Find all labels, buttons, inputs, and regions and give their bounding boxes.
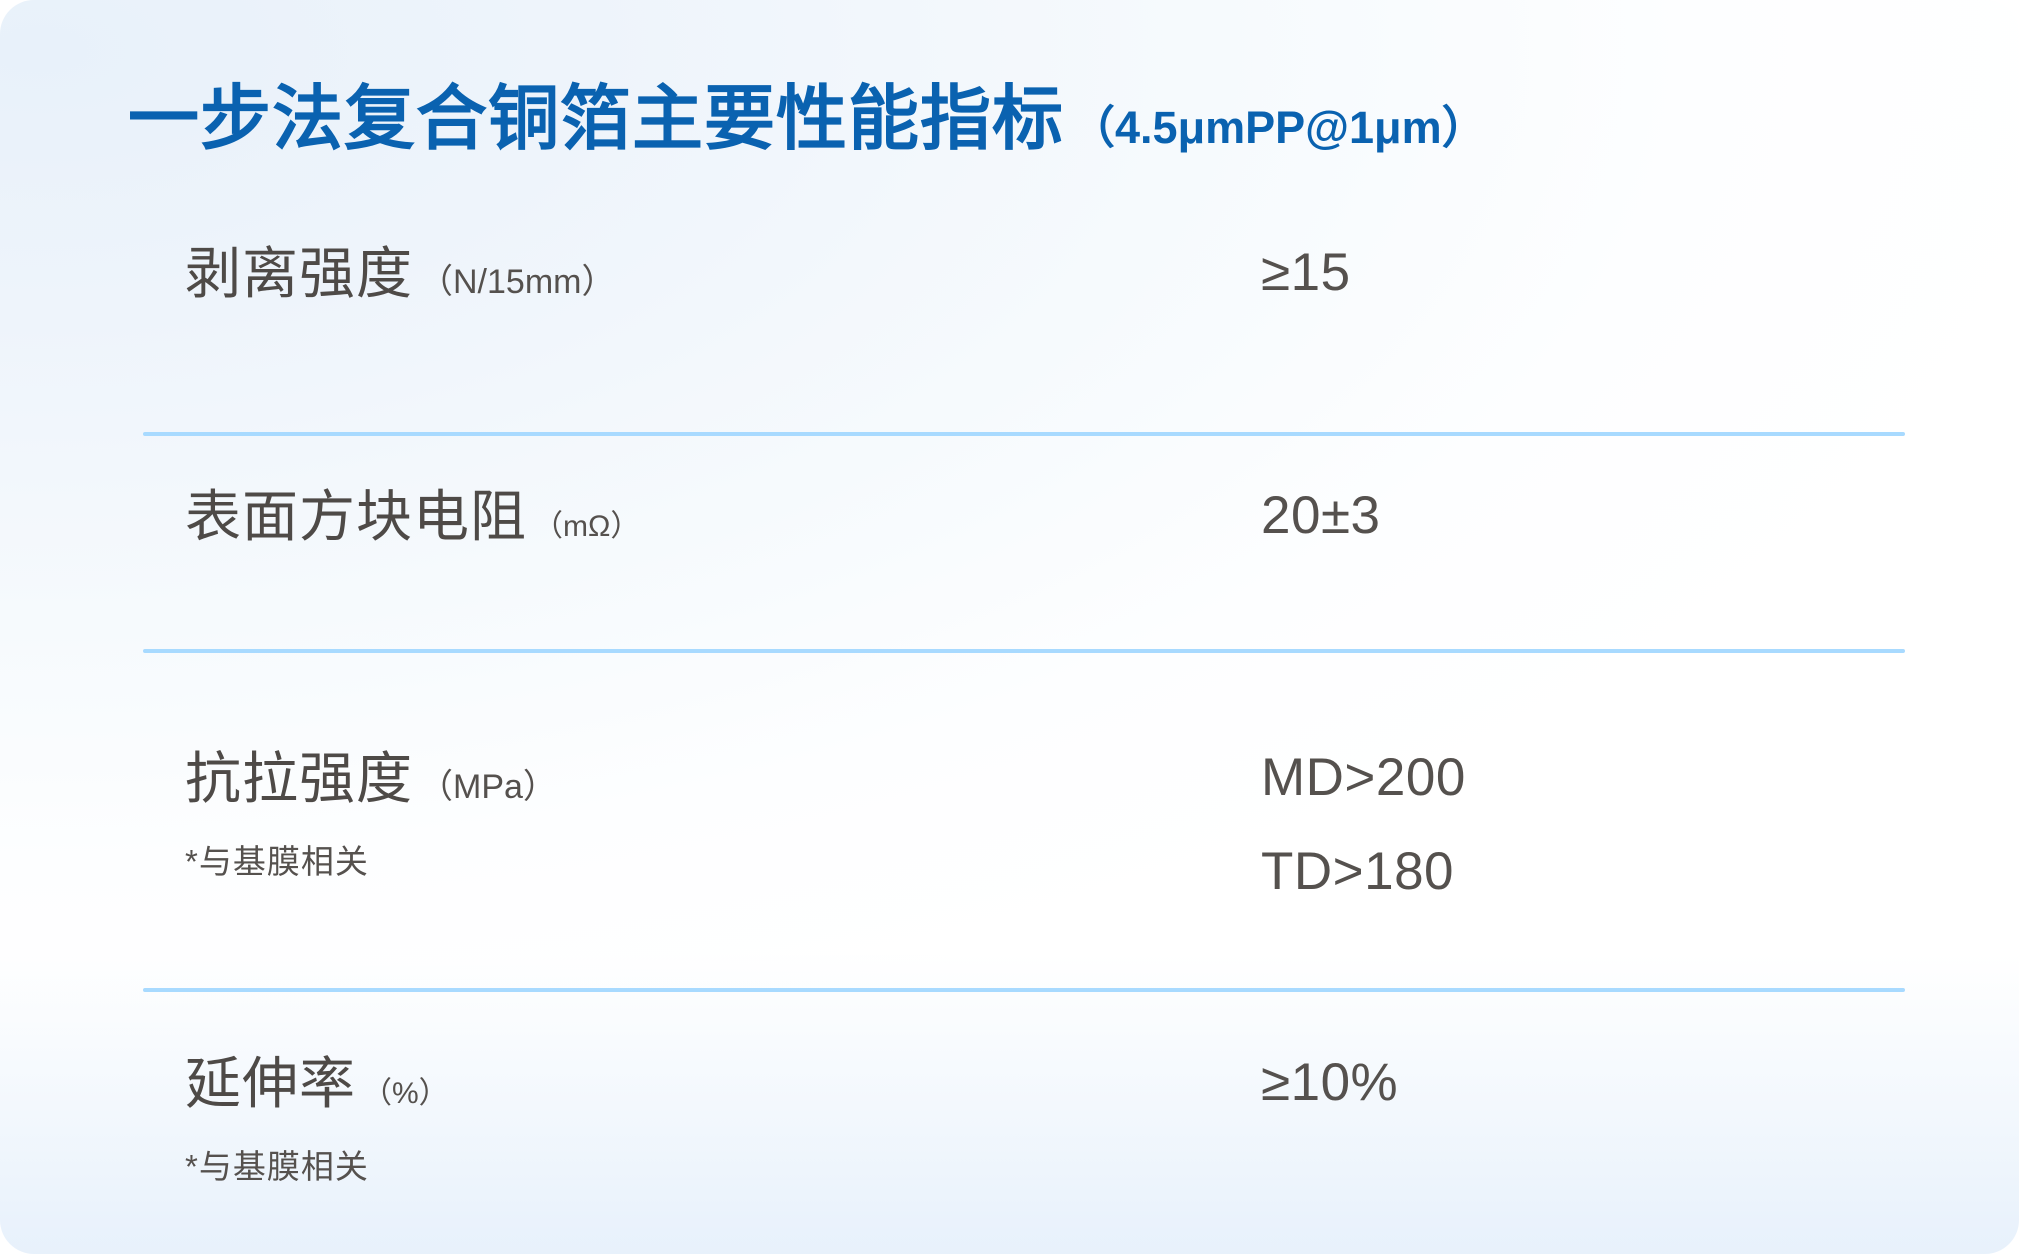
title-main-text: 一步法复合铜箔主要性能指标 [128,80,1065,159]
row-value-group: ≥10% [1261,1055,1398,1111]
row-value: ≥15 [1261,243,1351,302]
row-label-group: 延伸率 （%） *与基膜相关 [185,1052,449,1188]
row-value-group: ≥15 [1261,245,1351,301]
row-value: 20±3 [1261,486,1381,545]
row-unit: （MPa） [419,768,557,806]
row-label: 剥离强度 [185,242,413,305]
row-note: *与基膜相关 [185,1147,369,1185]
row-value: MD>200 [1261,748,1466,807]
row-value-group: 20±3 [1261,488,1381,544]
row-divider [143,432,1905,436]
title-subtitle-text: （4.5μmPP@1μm） [1070,102,1487,153]
row-unit: （N/15mm） [419,263,616,301]
row-label-group: 剥离强度 （N/15mm） [185,242,616,305]
row-label-group: 抗拉强度 （MPa） *与基膜相关 [185,747,557,883]
row-label: 延伸率 [185,1052,356,1115]
row-value-group: MD>200 TD>180 [1261,750,1466,899]
row-divider [143,988,1905,992]
row-label: 抗拉强度 [185,747,413,810]
page-title: 一步法复合铜箔主要性能指标 （4.5μmPP@1μm） [128,84,1487,155]
row-label: 表面方块电阻 [185,485,527,548]
row-note: *与基膜相关 [185,842,369,880]
row-divider [143,649,1905,653]
row-value: ≥10% [1261,1053,1399,1112]
row-unit: （%） [362,1077,449,1110]
row-value: TD>180 [1261,841,1455,901]
row-label-group: 表面方块电阻 （mΩ） [185,485,641,548]
row-unit: （mΩ） [533,510,641,543]
